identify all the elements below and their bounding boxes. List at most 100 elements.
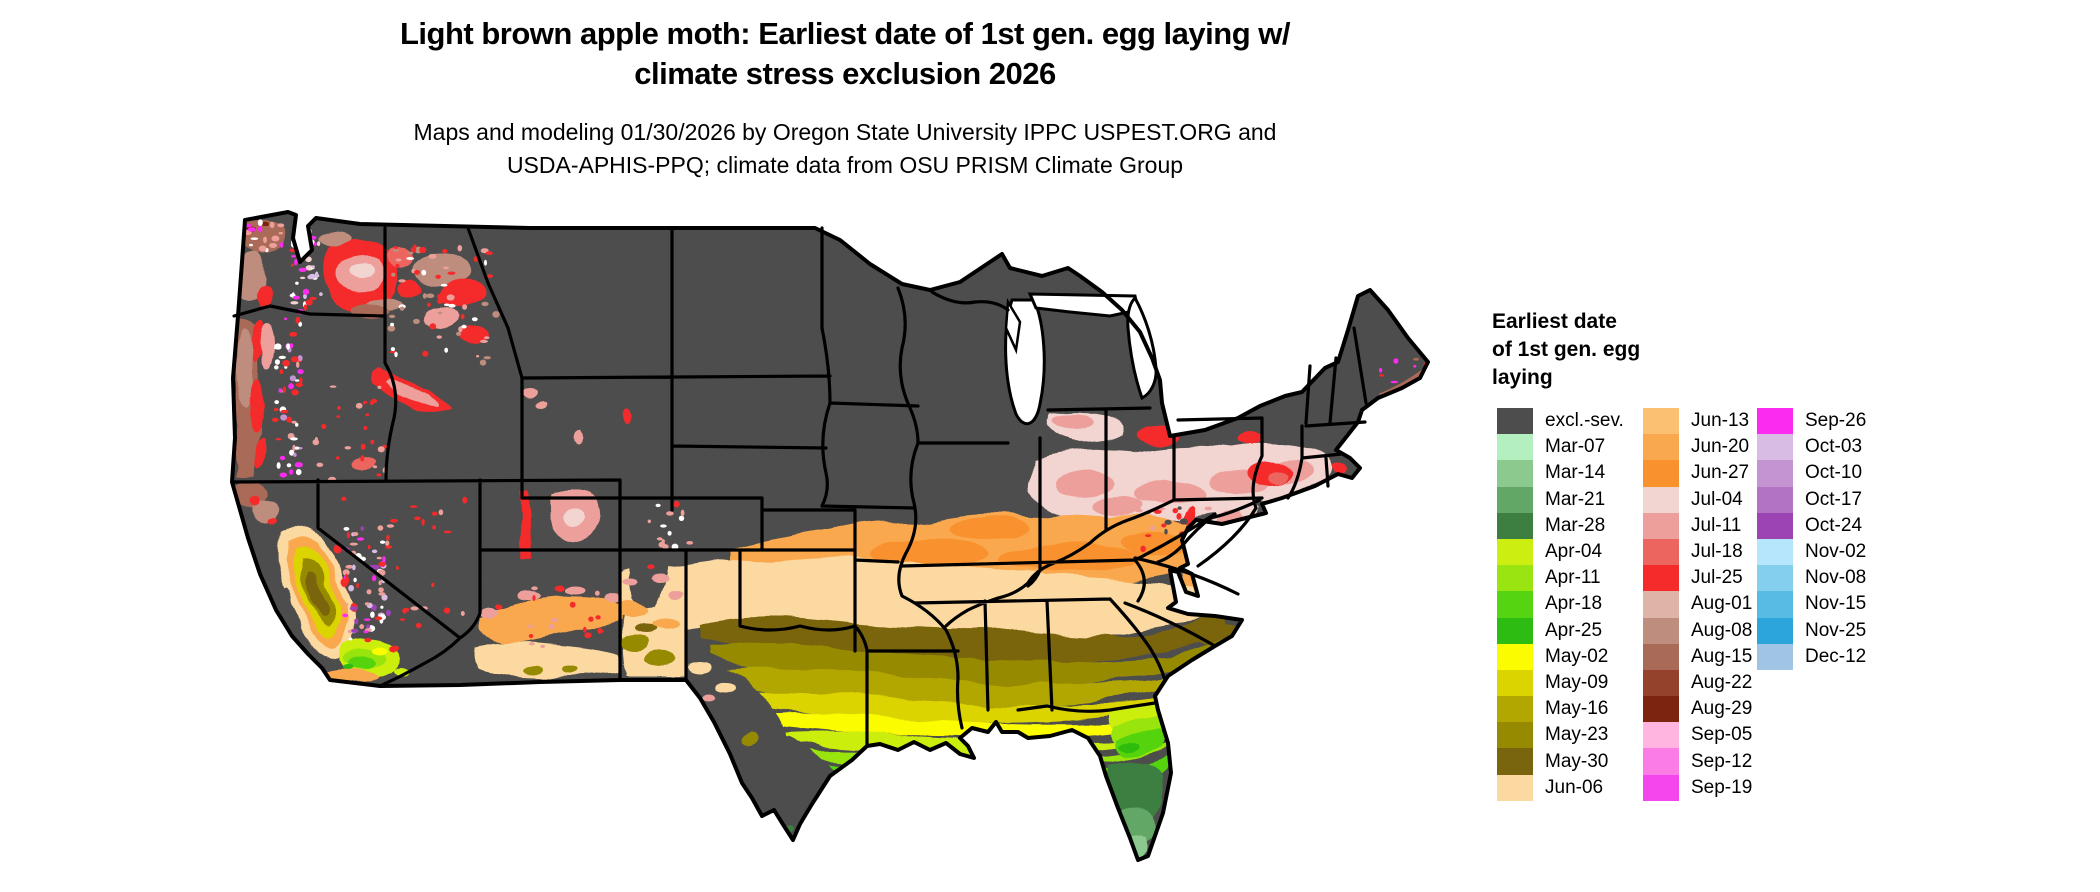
legend-entry: Nov-25 <box>1757 617 1867 644</box>
legend-swatch <box>1643 591 1679 618</box>
legend-entry: May-23 <box>1497 722 1624 749</box>
legend-column-2: Jun-13 Jun-20 Jun-27 Jul-04 Jul-11 Jul-18 Jul-… <box>1643 408 1752 801</box>
legend-swatch <box>1643 538 1679 566</box>
legend-swatch <box>1643 434 1679 461</box>
legend-label: Apr-11 <box>1545 567 1601 589</box>
legend-entry: Aug-29 <box>1643 696 1753 723</box>
legend-swatch <box>1497 696 1533 723</box>
legend-swatch <box>1497 408 1533 435</box>
subtitle-line-1: Maps and modeling 01/30/2026 by Oregon S… <box>413 119 1277 145</box>
legend-swatch <box>1757 565 1793 592</box>
legend-entry: Mar-21 <box>1497 486 1624 513</box>
legend-swatch <box>1643 669 1679 697</box>
legend-column-3: Sep-26 Oct-03 Oct-10 Oct-17 Oct-24 Nov-02 Nov-… <box>1757 408 1866 670</box>
legend-swatch <box>1643 774 1679 801</box>
legend-entry: Sep-19 <box>1643 774 1753 801</box>
map-subtitle: Maps and modeling 01/30/2026 by Oregon S… <box>230 116 1460 182</box>
legend-label: Mar-14 <box>1545 462 1606 484</box>
legend-swatch <box>1497 486 1533 513</box>
legend-swatch <box>1757 460 1793 487</box>
legend-label: May-02 <box>1545 645 1609 667</box>
legend-label: Nov-08 <box>1805 567 1867 589</box>
legend-label: Dec-12 <box>1805 645 1867 667</box>
legend-label: Jul-18 <box>1691 541 1743 563</box>
legend-entry: Jul-11 <box>1643 512 1752 539</box>
legend-entry: Mar-28 <box>1497 512 1624 539</box>
legend-label: Oct-17 <box>1805 488 1863 510</box>
legend-label: May-16 <box>1545 698 1609 720</box>
legend-label: Jun-13 <box>1691 410 1750 432</box>
legend-swatch <box>1643 748 1679 775</box>
legend-entry: Sep-05 <box>1643 722 1753 749</box>
legend-swatch <box>1757 538 1793 566</box>
legend-label: Nov-15 <box>1805 593 1867 615</box>
legend-title-line-2: of 1st gen. egg <box>1492 338 1641 361</box>
legend-label: Sep-12 <box>1691 750 1753 772</box>
legend-label: Sep-19 <box>1691 776 1753 798</box>
legend-label: Oct-24 <box>1805 514 1863 536</box>
legend-swatch <box>1497 512 1533 539</box>
legend-label: Aug-01 <box>1691 593 1753 615</box>
legend-swatch <box>1757 643 1793 670</box>
legend-entry: Sep-26 <box>1757 408 1866 435</box>
legend-label: Apr-18 <box>1545 593 1603 615</box>
legend-entry: Aug-01 <box>1643 591 1753 618</box>
legend-label: Sep-05 <box>1691 724 1753 746</box>
legend-swatch <box>1757 486 1793 513</box>
legend-swatch <box>1643 696 1679 723</box>
legend-swatch <box>1497 591 1533 618</box>
legend-entry: Oct-17 <box>1757 486 1866 513</box>
legend-entry: Apr-04 <box>1497 538 1624 566</box>
legend-entry: Apr-18 <box>1497 591 1624 618</box>
legend-entry: Jul-18 <box>1643 538 1752 566</box>
legend-swatch <box>1757 434 1793 461</box>
legend-label: Apr-04 <box>1545 541 1603 563</box>
legend-swatch <box>1643 460 1679 487</box>
legend-entry: Jun-06 <box>1497 774 1624 801</box>
legend-title-line-3: laying <box>1492 366 1553 389</box>
legend-label: May-23 <box>1545 724 1609 746</box>
legend-entry: Jul-04 <box>1643 486 1752 513</box>
legend-swatch <box>1497 538 1533 566</box>
legend-entry: Mar-14 <box>1497 460 1624 487</box>
legend-label: Mar-28 <box>1545 514 1606 536</box>
title-line-2: climate stress exclusion 2026 <box>634 56 1056 91</box>
legend-swatch <box>1497 460 1533 487</box>
legend-entry: Apr-25 <box>1497 617 1624 644</box>
legend-entry: excl.-sev. <box>1497 408 1624 435</box>
legend-swatch <box>1497 669 1533 697</box>
legend-label: Mar-21 <box>1545 488 1606 510</box>
legend-swatch <box>1757 408 1793 435</box>
legend-entry: May-30 <box>1497 748 1624 775</box>
legend-entry: May-09 <box>1497 669 1624 697</box>
legend-entry: Mar-07 <box>1497 434 1624 461</box>
legend-label: May-30 <box>1545 750 1609 772</box>
legend-label: Aug-29 <box>1691 698 1753 720</box>
legend-label: Aug-08 <box>1691 619 1753 641</box>
legend-entry: May-02 <box>1497 643 1624 670</box>
legend-swatch <box>1643 565 1679 592</box>
us-choropleth-map <box>230 198 1450 892</box>
subtitle-line-2: USDA-APHIS-PPQ; climate data from OSU PR… <box>506 152 1184 178</box>
legend-swatch <box>1643 408 1679 435</box>
legend-label: Jun-06 <box>1545 776 1604 798</box>
legend-swatch <box>1757 617 1793 644</box>
legend-label: excl.-sev. <box>1545 410 1624 432</box>
legend-swatch <box>1497 617 1533 644</box>
legend-entry: Sep-12 <box>1643 748 1753 775</box>
map-title: Light brown apple moth: Earliest date of… <box>230 14 1460 94</box>
legend-label: Oct-03 <box>1805 436 1863 458</box>
legend-entry: Nov-02 <box>1757 538 1866 566</box>
legend-label: Aug-15 <box>1691 645 1753 667</box>
legend-label: Jun-20 <box>1691 436 1750 458</box>
legend-swatch <box>1643 486 1679 513</box>
legend-label: Oct-10 <box>1805 462 1863 484</box>
legend-column-1: excl.-sev. Mar-07 Mar-14 Mar-21 Mar-28 Apr-04… <box>1497 408 1624 801</box>
legend-label: Nov-25 <box>1805 619 1867 641</box>
legend-swatch <box>1497 434 1533 461</box>
legend-entry: Jul-25 <box>1643 565 1752 592</box>
legend-swatch <box>1497 748 1533 775</box>
legend-entry: Oct-03 <box>1757 434 1866 461</box>
legend-entry: Dec-12 <box>1757 643 1867 670</box>
legend-label: Jul-04 <box>1691 488 1743 510</box>
